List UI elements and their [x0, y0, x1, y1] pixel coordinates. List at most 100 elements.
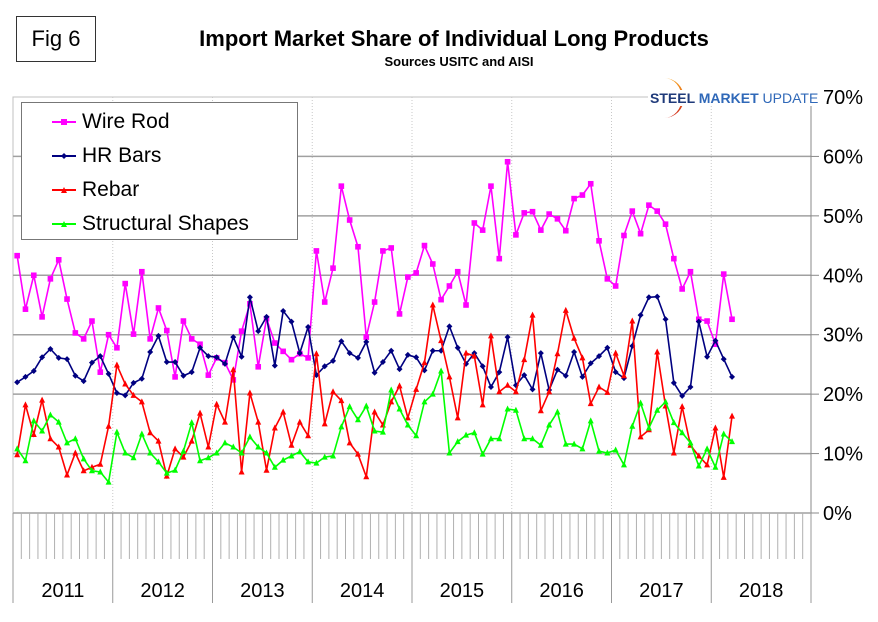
- data-point: [313, 248, 320, 254]
- data-point: [255, 328, 262, 335]
- data-point: [538, 227, 544, 233]
- data-point: [180, 453, 187, 460]
- data-point: [88, 359, 95, 366]
- series-group: [14, 158, 736, 485]
- data-point: [596, 447, 603, 454]
- data-point: [330, 388, 337, 395]
- data-point: [113, 428, 120, 435]
- data-point: [14, 445, 21, 452]
- steel-market-update-logo: STEEL MARKET UPDATE: [628, 78, 821, 118]
- data-point: [247, 301, 253, 307]
- data-point: [670, 449, 677, 456]
- data-point: [496, 388, 503, 395]
- data-point: [39, 396, 46, 403]
- data-point: [64, 439, 71, 446]
- data-point: [554, 216, 561, 222]
- data-point: [47, 345, 54, 352]
- data-point: [371, 369, 378, 376]
- data-point: [155, 332, 162, 339]
- data-point: [238, 468, 245, 475]
- y-tick-label: 10%: [823, 444, 863, 466]
- data-point: [429, 301, 436, 308]
- data-point: [562, 227, 569, 234]
- data-point: [679, 392, 686, 399]
- data-point: [612, 283, 619, 289]
- data-point: [130, 331, 137, 337]
- y-tick-label: 50%: [823, 206, 863, 228]
- data-point: [155, 305, 162, 311]
- data-point: [396, 382, 403, 389]
- data-point: [238, 449, 245, 456]
- data-point: [712, 424, 719, 431]
- legend-item: Rebar: [52, 175, 139, 205]
- data-point: [80, 336, 87, 342]
- data-point: [130, 454, 137, 461]
- data-point: [687, 384, 694, 391]
- data-point: [454, 344, 461, 351]
- data-point: [587, 180, 594, 187]
- data-point: [113, 361, 120, 368]
- data-point: [313, 350, 320, 357]
- data-point: [463, 302, 469, 308]
- legend-label: HR Bars: [82, 144, 162, 167]
- data-point: [147, 348, 154, 355]
- data-point: [695, 318, 702, 325]
- data-point: [180, 318, 187, 324]
- data-point: [288, 356, 295, 363]
- legend-item: Structural Shapes: [52, 209, 249, 239]
- data-point: [22, 401, 29, 408]
- data-point: [180, 372, 187, 379]
- data-point: [163, 327, 170, 334]
- data-point: [479, 401, 486, 408]
- data-point: [604, 344, 611, 351]
- data-point: [172, 374, 178, 380]
- data-point: [587, 400, 594, 407]
- data-point: [230, 366, 237, 373]
- data-point: [354, 416, 361, 423]
- data-point: [496, 435, 503, 442]
- x-year-label: 2018: [739, 580, 784, 602]
- data-point: [554, 408, 561, 415]
- legend: Wire Rod HR Bars Rebar Structural Shapes: [21, 102, 298, 240]
- data-point: [255, 418, 262, 425]
- data-point: [662, 316, 669, 323]
- data-point: [438, 296, 444, 303]
- data-point: [446, 323, 453, 330]
- data-point: [246, 433, 253, 440]
- data-point: [155, 458, 162, 465]
- data-point: [355, 243, 361, 250]
- data-point: [529, 311, 536, 318]
- data-point: [230, 443, 237, 450]
- data-point: [637, 433, 644, 440]
- data-point: [213, 449, 220, 456]
- data-point: [263, 449, 270, 456]
- data-point: [197, 409, 204, 416]
- data-point: [504, 158, 511, 165]
- data-point: [413, 432, 420, 439]
- data-point: [138, 375, 145, 382]
- data-point: [629, 208, 636, 214]
- data-point: [396, 366, 403, 373]
- data-point: [662, 221, 669, 227]
- data-point: [421, 242, 428, 249]
- data-point: [47, 435, 54, 442]
- data-point: [521, 210, 528, 216]
- data-point: [321, 299, 328, 305]
- data-point: [113, 389, 120, 396]
- data-point: [64, 296, 70, 302]
- y-tick-label: 60%: [823, 146, 863, 168]
- data-point: [396, 311, 403, 317]
- data-point: [537, 441, 544, 448]
- data-point: [554, 350, 561, 357]
- data-point: [645, 424, 652, 431]
- data-point: [296, 448, 303, 455]
- data-point: [30, 367, 37, 374]
- data-point: [679, 429, 686, 436]
- data-point: [670, 419, 677, 426]
- data-point: [720, 271, 727, 277]
- data-point: [280, 348, 286, 355]
- x-year-label: 2015: [440, 580, 485, 602]
- data-point: [654, 406, 661, 413]
- data-point: [487, 435, 494, 442]
- data-point: [471, 429, 478, 436]
